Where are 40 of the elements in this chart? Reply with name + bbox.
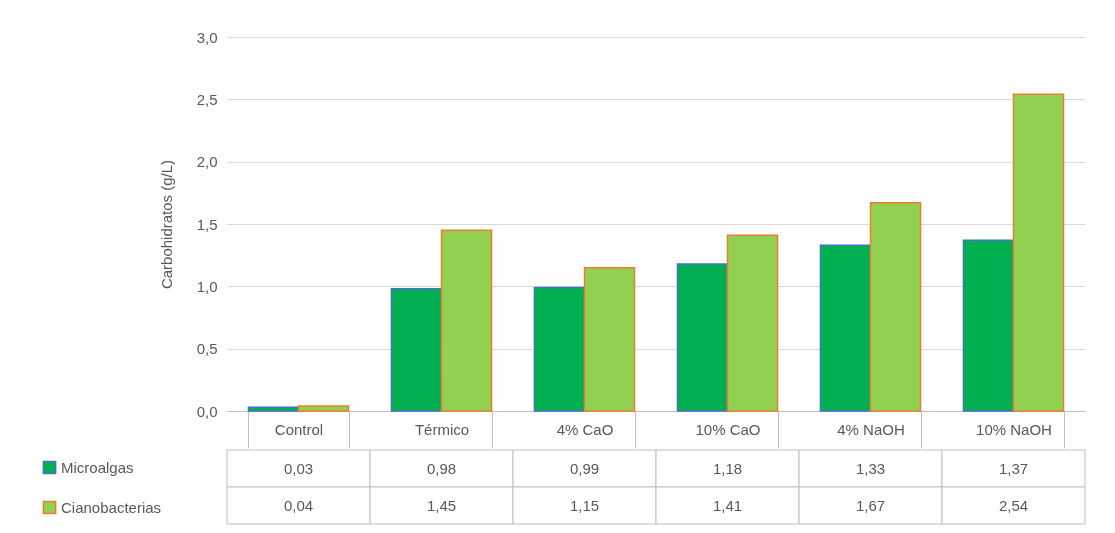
data-label: 1,67	[855, 496, 886, 514]
bar	[962, 239, 1015, 412]
x-tick-label: Control	[274, 420, 324, 438]
bar	[583, 266, 636, 412]
bar	[297, 405, 350, 412]
data-label: 1,37	[998, 459, 1029, 477]
bar	[676, 263, 729, 412]
data-label: 1,41	[712, 496, 743, 514]
y-tick-label: 0,5	[196, 340, 218, 358]
bar	[1012, 93, 1065, 412]
bar	[247, 406, 300, 412]
x-tick-label: Térmico	[414, 420, 470, 438]
bar	[869, 202, 922, 412]
bar	[390, 288, 443, 412]
data-label: 1,18	[712, 459, 743, 477]
data-label: 2,54	[998, 496, 1029, 514]
x-tick-label: 4% CaO	[556, 420, 614, 438]
legend-label: Microalgas	[61, 458, 134, 476]
data-label: 1,15	[569, 496, 600, 514]
bar	[440, 229, 493, 412]
legend-label: Cianobacterias	[61, 498, 162, 516]
y-tick-label: 2,0	[196, 153, 218, 171]
y-tick-label: 3,0	[196, 28, 218, 46]
data-label: 0,99	[569, 459, 600, 477]
y-tick-label: 1,0	[196, 277, 218, 295]
data-label: 0,03	[283, 459, 314, 477]
data-label: 0,04	[283, 496, 314, 514]
data-label: 1,33	[855, 459, 886, 477]
y-tick-label: 1,5	[196, 215, 218, 233]
x-tick-label: 4% NaOH	[837, 420, 905, 438]
data-label: 1,45	[426, 496, 457, 514]
y-axis-title: Carbohidratos (g/L)	[157, 159, 175, 290]
x-tick-label: 10% CaO	[695, 420, 761, 438]
bar	[533, 286, 586, 412]
bar	[819, 244, 872, 412]
y-tick-label: 0,0	[196, 402, 218, 420]
y-tick-label: 2,5	[196, 90, 218, 108]
bar	[726, 234, 779, 412]
data-label: 0,98	[426, 459, 457, 477]
x-tick-label: 10% NaOH	[976, 420, 1052, 438]
